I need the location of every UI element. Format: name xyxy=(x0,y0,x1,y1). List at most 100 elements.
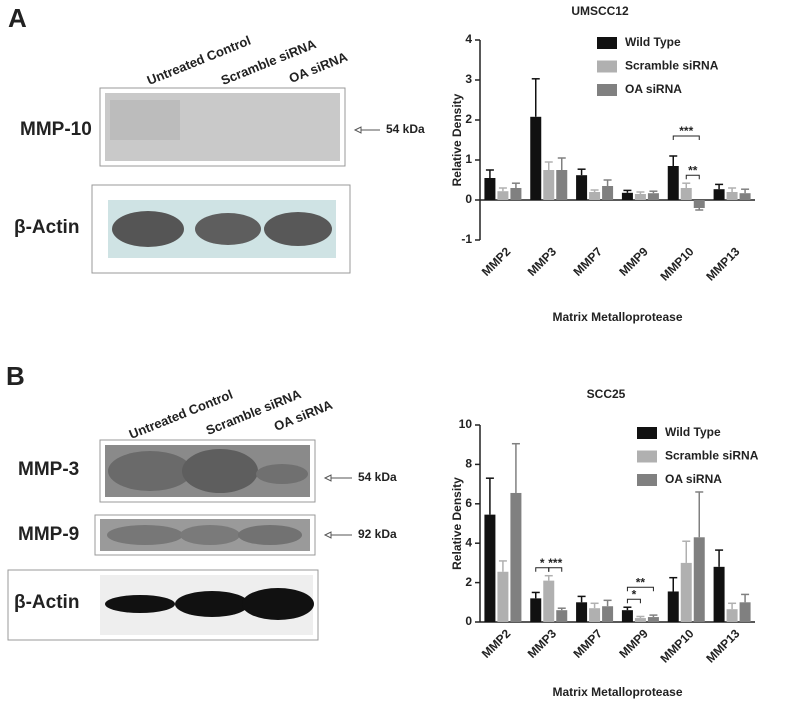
bar xyxy=(713,566,725,622)
bar xyxy=(693,200,705,208)
blot-band xyxy=(107,525,183,545)
y-tick-label: -1 xyxy=(461,232,472,246)
blot-band xyxy=(182,449,258,493)
blot-band xyxy=(242,588,314,620)
bar xyxy=(634,618,646,622)
legend-label: Wild Type xyxy=(665,425,721,439)
legend-swatch xyxy=(637,450,657,463)
blot-band xyxy=(256,464,308,484)
legend-swatch xyxy=(637,474,657,486)
bar xyxy=(680,188,692,200)
legend-swatch xyxy=(597,84,617,96)
chart-title: SCC25 xyxy=(587,387,626,401)
legend-label: OA siRNA xyxy=(625,82,682,96)
bar xyxy=(543,170,555,200)
row-label: MMP-10 xyxy=(20,119,92,140)
significance-bracket xyxy=(626,598,641,604)
x-tick-label: MMP13 xyxy=(703,244,742,283)
panel-label: B xyxy=(6,361,25,391)
bar xyxy=(667,166,679,200)
y-axis-label: Relative Density xyxy=(450,477,464,570)
blot-band xyxy=(108,451,192,491)
legend-label: Scramble siRNA xyxy=(625,59,719,73)
y-tick-label: 2 xyxy=(465,112,472,126)
blot-band xyxy=(175,591,249,617)
kda-label: 54 kDa xyxy=(358,470,397,484)
significance-label: * xyxy=(632,587,637,601)
significance-bracket xyxy=(548,567,563,572)
bar xyxy=(602,186,614,200)
bar xyxy=(484,178,496,200)
x-tick-label: MMP3 xyxy=(525,244,560,279)
legend-swatch xyxy=(597,60,617,73)
y-tick-label: 4 xyxy=(465,535,472,549)
blot-band xyxy=(195,213,261,245)
arrow-head xyxy=(323,531,332,539)
bar xyxy=(510,188,522,200)
row-label: MMP-3 xyxy=(18,459,79,480)
bar xyxy=(621,192,633,200)
kda-label: 92 kDa xyxy=(358,527,397,541)
y-tick-label: 1 xyxy=(465,152,472,166)
legend-label: Wild Type xyxy=(625,35,681,49)
bar xyxy=(739,602,751,622)
x-axis-label: Matrix Metalloprotease xyxy=(552,685,682,699)
legend-swatch xyxy=(597,37,617,49)
bar xyxy=(647,193,659,200)
significance-label: ** xyxy=(636,575,646,589)
x-tick-label: MMP10 xyxy=(657,244,696,283)
bar xyxy=(543,580,555,622)
bar xyxy=(680,562,692,622)
bar xyxy=(556,610,568,622)
x-axis-label: Matrix Metalloprotease xyxy=(552,310,682,324)
y-tick-label: 4 xyxy=(465,32,472,46)
significance-bracket xyxy=(626,586,654,592)
blot-band xyxy=(238,525,302,545)
bar xyxy=(713,189,725,200)
x-tick-label: MMP3 xyxy=(525,626,560,661)
bar xyxy=(576,602,588,622)
bar xyxy=(530,116,542,200)
significance-bracket xyxy=(685,174,700,180)
bar xyxy=(634,194,646,200)
significance-label: ** xyxy=(688,163,698,177)
x-tick-label: MMP9 xyxy=(616,626,651,661)
bar xyxy=(667,591,679,622)
significance-bracket xyxy=(672,135,700,140)
bar xyxy=(510,492,522,622)
blot-band xyxy=(110,100,180,140)
bar xyxy=(497,571,509,622)
bar xyxy=(589,192,601,200)
bar xyxy=(693,537,705,622)
bar xyxy=(739,193,751,200)
bar xyxy=(484,514,496,622)
blot-band xyxy=(105,595,175,613)
chart-title: UMSCC12 xyxy=(571,4,629,18)
bar xyxy=(726,609,738,622)
y-tick-label: 10 xyxy=(459,417,473,431)
x-tick-label: MMP10 xyxy=(657,626,696,665)
x-tick-label: MMP2 xyxy=(479,244,514,279)
blot-band xyxy=(264,212,332,246)
kda-label: 54 kDa xyxy=(386,122,425,136)
legend-swatch xyxy=(637,427,657,439)
blot-band xyxy=(112,211,184,247)
arrow-head xyxy=(323,474,332,482)
significance-label: *** xyxy=(548,556,562,570)
panel-label: A xyxy=(8,3,27,33)
bar xyxy=(556,170,568,200)
row-label: β-Actin xyxy=(14,592,79,613)
significance-label: * xyxy=(540,556,545,570)
y-tick-label: 6 xyxy=(465,496,472,510)
x-tick-label: MMP9 xyxy=(616,244,651,279)
bar xyxy=(530,598,542,622)
x-tick-label: MMP7 xyxy=(571,244,606,279)
bar xyxy=(497,191,509,200)
x-tick-label: MMP7 xyxy=(571,626,606,661)
bar xyxy=(726,192,738,200)
y-tick-label: 0 xyxy=(465,614,472,628)
y-tick-label: 2 xyxy=(465,575,472,589)
arrow-head xyxy=(353,126,362,134)
significance-label: *** xyxy=(679,124,693,138)
